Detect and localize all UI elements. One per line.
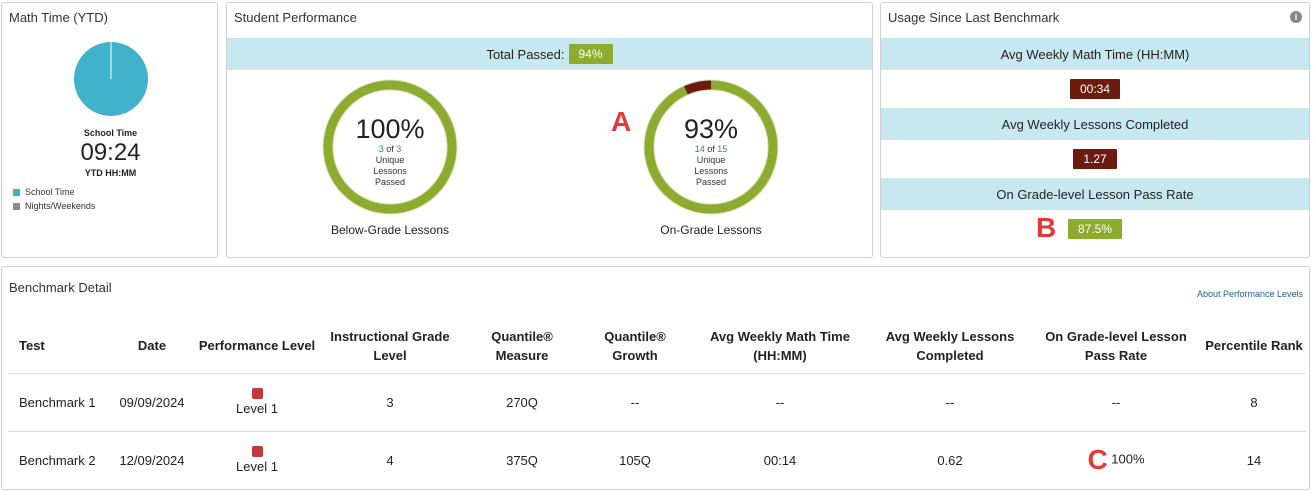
table-header-row: Test Date Performance Level Instructiona… xyxy=(8,319,1306,373)
on-grade-failed-arc xyxy=(644,80,778,214)
cell-level: Level 1 xyxy=(198,430,316,489)
total-passed-band: Total Passed: 94% xyxy=(227,38,872,70)
header-date: Date xyxy=(137,338,167,354)
usage-title: Usage Since Last Benchmark xyxy=(888,10,1060,25)
header-grade-level: Instructional Grade Level xyxy=(330,328,450,363)
below-grade-ring xyxy=(322,79,458,215)
header-pass-rate: On Grade-level Lesson Pass Rate xyxy=(1045,328,1187,363)
on-grade-total: 15 xyxy=(717,144,728,154)
cell-percentile: 14 xyxy=(1202,430,1306,489)
benchmark-detail-title: Benchmark Detail xyxy=(9,280,112,295)
cell-level: Level 1 xyxy=(198,372,316,431)
on-grade-ring xyxy=(643,79,779,215)
on-grade-donut: 93% 14 of 15 Unique Lessons Passed On-Gr… xyxy=(641,77,781,237)
cell-date: 12/09/2024 xyxy=(106,430,198,489)
legend-swatch-nights xyxy=(13,202,20,210)
of-word: of xyxy=(707,144,715,154)
cell-growth: 105Q xyxy=(580,430,690,489)
cell-test: Benchmark 2 xyxy=(8,430,106,489)
below-grade-percent: 100% xyxy=(355,114,425,144)
table-row: Benchmark 1 09/09/2024 Level 1 3 270Q --… xyxy=(8,372,1306,431)
legend-label: School Time xyxy=(25,187,75,197)
math-time-pie-chart xyxy=(74,42,148,116)
info-icon[interactable]: i xyxy=(1290,11,1302,23)
cell-test: Benchmark 1 xyxy=(8,372,106,431)
on-grade-passed: 14 xyxy=(694,144,705,154)
below-grade-total: 3 xyxy=(396,144,402,154)
level-label: Level 1 xyxy=(236,401,278,416)
cell-lessons: -- xyxy=(870,372,1030,431)
below-grade-caption: Below-Grade Lessons xyxy=(330,223,450,237)
school-time-label: School Time xyxy=(83,128,138,138)
below-grade-donut: 100% 3 of 3 Unique Lessons Passed Below-… xyxy=(320,77,460,237)
usage-math-time-badge: 00:34 xyxy=(1069,79,1121,99)
usage-row-math-time-label: Avg Weekly Math Time (HH:MM) xyxy=(881,38,1309,70)
on-grade-percent: 93% xyxy=(683,114,739,144)
below-grade-passed: 3 xyxy=(378,144,384,154)
legend-item-school-time: School Time xyxy=(13,187,75,197)
total-passed-badge: 94% xyxy=(568,44,613,64)
on-grade-sub: Unique Lessons Passed xyxy=(694,155,728,187)
benchmark-detail-card: Benchmark Detail About Performance Level… xyxy=(1,266,1310,490)
header-avg-math-time: Avg Weekly Math Time (HH:MM) xyxy=(710,328,850,363)
header-avg-lessons: Avg Weekly Lessons Completed xyxy=(885,328,1015,363)
of-word: of xyxy=(386,144,394,154)
cell-pass-rate: -- xyxy=(1030,372,1202,431)
legend-swatch-school xyxy=(13,188,20,196)
math-time-title: Math Time (YTD) xyxy=(9,10,108,25)
usage-row-lessons-label: Avg Weekly Lessons Completed xyxy=(881,108,1309,140)
pass-rate-value: 100% xyxy=(1111,451,1145,467)
header-performance-level: Performance Level xyxy=(198,338,316,354)
level-square-icon xyxy=(251,446,263,458)
about-performance-levels-link[interactable]: About Performance Levels xyxy=(1196,289,1303,299)
student-performance-card: Student Performance Total Passed: 94% 10… xyxy=(226,2,873,258)
on-grade-caption: On-Grade Lessons xyxy=(660,223,762,237)
benchmark-table: Test Date Performance Level Instructiona… xyxy=(8,319,1306,489)
cell-measure: 375Q xyxy=(464,430,580,489)
school-time-unit: YTD HH:MM xyxy=(84,168,137,178)
on-grade-count: 14 of 15 xyxy=(641,144,781,154)
cell-date: 09/09/2024 xyxy=(106,372,198,431)
cell-grade: 4 xyxy=(316,430,464,489)
usage-row-pass-rate-label: On Grade-level Lesson Pass Rate xyxy=(881,178,1309,210)
usage-lessons-badge: 1.27 xyxy=(1073,149,1117,169)
cell-percentile: 8 xyxy=(1202,372,1306,431)
header-quantile-growth: Quantile® Growth xyxy=(604,328,666,363)
header-percentile: Percentile Rank xyxy=(1205,338,1303,354)
cell-measure: 270Q xyxy=(464,372,580,431)
cell-grade: 3 xyxy=(316,372,464,431)
cell-lessons: 0.62 xyxy=(870,430,1030,489)
header-quantile-measure: Quantile® Measure xyxy=(491,328,553,363)
below-grade-sub: Unique Lessons Passed xyxy=(373,155,407,187)
cell-growth: -- xyxy=(580,372,690,431)
below-grade-count: 3 of 3 xyxy=(320,144,460,154)
cell-math-time: 00:14 xyxy=(690,430,870,489)
school-time-value: 09:24 xyxy=(80,139,141,166)
cell-pass-rate: C 100% xyxy=(1030,430,1202,489)
usage-since-benchmark-card: Usage Since Last Benchmark i Avg Weekly … xyxy=(880,2,1310,258)
student-performance-title: Student Performance xyxy=(234,10,357,25)
cell-math-time: -- xyxy=(690,372,870,431)
usage-pass-rate-badge: 87.5% xyxy=(1067,219,1123,239)
legend-item-nights-weekends: Nights/Weekends xyxy=(13,201,95,211)
table-row: Benchmark 2 12/09/2024 Level 1 4 375Q 10… xyxy=(8,430,1306,489)
marker-c: C xyxy=(1087,444,1108,476)
marker-b: B xyxy=(1036,212,1057,243)
legend-label: Nights/Weekends xyxy=(25,201,96,211)
level-label: Level 1 xyxy=(236,459,278,475)
total-passed-label: Total Passed: xyxy=(486,46,565,62)
marker-a: A xyxy=(611,106,632,137)
level-square-icon xyxy=(251,388,263,399)
header-test: Test xyxy=(19,338,45,354)
math-time-card: Math Time (YTD) School Time 09:24 YTD HH… xyxy=(1,2,218,258)
